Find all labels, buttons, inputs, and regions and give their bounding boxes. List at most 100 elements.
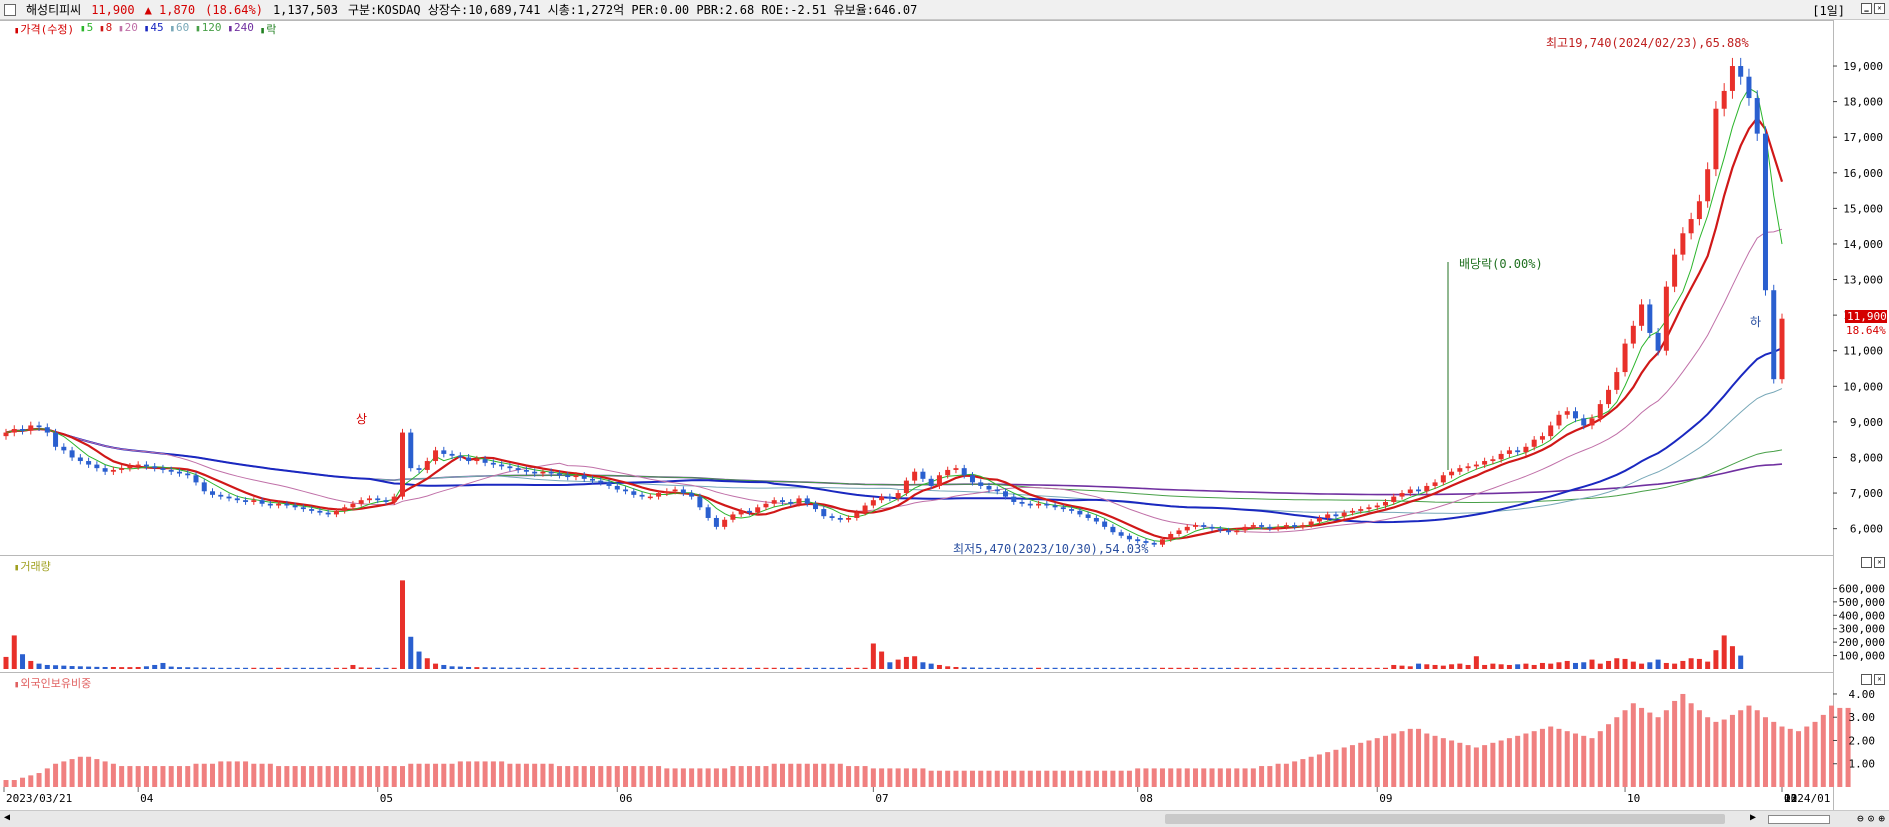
candle-body: [722, 519, 728, 527]
candle-body: [1118, 532, 1124, 536]
y-tick-label: 8,000: [1850, 451, 1883, 464]
volume-bar: [1292, 667, 1298, 669]
candle-body: [813, 503, 819, 510]
scroll-left-icon[interactable]: ◀: [4, 812, 11, 823]
scroll-thumb[interactable]: [1165, 814, 1725, 824]
foreign-bar: [482, 761, 488, 787]
window-checkbox[interactable]: [4, 3, 16, 16]
foreign-bar: [1845, 707, 1851, 787]
minimize-icon[interactable]: ▁: [1861, 3, 1872, 14]
legend-ex[interactable]: 락: [260, 21, 276, 37]
volume-bar: [1011, 667, 1017, 669]
candle-body: [366, 498, 372, 501]
candle-body: [614, 485, 620, 490]
volume-bar: [755, 667, 761, 669]
zoom-controls: ⊖ ⊙ ⊕: [1857, 812, 1885, 825]
candle-body: [1126, 535, 1132, 540]
volume-bar: [854, 667, 860, 669]
volume-bar: [606, 667, 612, 669]
foreign-bar: [300, 766, 306, 787]
candle-body: [936, 475, 942, 486]
candle-body: [1630, 325, 1636, 344]
period-button[interactable]: [1일]: [1812, 4, 1845, 18]
volume-bar: [697, 667, 703, 669]
foreign-bar: [1515, 735, 1521, 787]
volume-bar: [672, 667, 678, 669]
candle-body: [416, 468, 422, 470]
volume-bar: [722, 667, 728, 669]
foreign-bars: [3, 693, 1851, 787]
candle-body: [201, 482, 207, 492]
candle-body: [1688, 219, 1694, 234]
candle-body: [383, 500, 389, 502]
legend-ma5[interactable]: 5: [80, 21, 94, 37]
volume-bar: [350, 664, 356, 669]
foreign-bar: [292, 766, 298, 787]
foreign-bar: [1548, 726, 1554, 787]
candle-body: [350, 503, 356, 508]
legend-ma60[interactable]: 60: [170, 21, 189, 37]
volume-bar: [482, 667, 488, 669]
foreign-bar: [127, 766, 133, 787]
legend-ma45[interactable]: 45: [144, 21, 163, 37]
volume-bar: [1721, 635, 1727, 669]
foreign-bar: [317, 766, 323, 787]
moving-averages: [5, 87, 1784, 543]
legend-ma8[interactable]: 8: [99, 21, 113, 37]
zoom-in-icon[interactable]: ⊕: [1878, 812, 1885, 825]
maximize-icon[interactable]: [1861, 557, 1872, 568]
foreign-bar: [821, 763, 827, 787]
maximize-icon[interactable]: [1861, 674, 1872, 685]
legend-volume[interactable]: 거래량: [14, 558, 50, 574]
foreign-bar: [1581, 735, 1587, 787]
y-tick-label: 13,000: [1843, 274, 1883, 287]
zoom-slider[interactable]: [1768, 815, 1830, 824]
chart-scrollbar[interactable]: ◀ ▶ ⊖ ⊙ ⊕: [0, 810, 1889, 827]
volume-bar: [1325, 667, 1331, 669]
scroll-right-icon[interactable]: ▶: [1750, 812, 1757, 823]
candle-body: [218, 494, 224, 497]
candle-body: [639, 494, 645, 497]
foreign-bar: [350, 766, 356, 787]
volume-bar: [532, 667, 538, 669]
volume-bar: [994, 667, 1000, 669]
candle-body: [1539, 436, 1545, 440]
zoom-out-icon[interactable]: ⊖: [1857, 812, 1864, 825]
dividend-annotation: 배당락(0.00%): [1459, 257, 1543, 271]
foreign-bar: [1126, 770, 1132, 787]
volume-bar: [408, 636, 414, 669]
x-tick-label: 06: [619, 792, 632, 805]
foreign-bar: [193, 763, 199, 787]
volume-bar: [1102, 667, 1108, 669]
volume-bar: [441, 664, 447, 669]
foreign-bar: [986, 770, 992, 787]
close-icon[interactable]: ✕: [1874, 3, 1885, 14]
volume-bar: [1416, 663, 1422, 669]
candle-body: [1465, 466, 1471, 469]
stock-name[interactable]: 해성티피씨: [26, 3, 82, 17]
volume-bar: [358, 667, 364, 669]
candle-body: [1556, 414, 1562, 426]
candle-body: [1729, 66, 1735, 91]
volume-bar: [879, 651, 885, 669]
close-icon[interactable]: ✕: [1874, 557, 1885, 568]
close-icon[interactable]: ✕: [1874, 674, 1885, 685]
legend-ma240[interactable]: 240: [228, 21, 254, 37]
candle-body: [1292, 525, 1298, 527]
zoom-reset-icon[interactable]: ⊙: [1867, 812, 1875, 825]
volume-bar: [730, 667, 736, 669]
legend-foreign[interactable]: 외국인보유비중: [14, 675, 91, 691]
legend-price[interactable]: 가격(수정): [14, 21, 74, 37]
legend-ma20[interactable]: 20: [118, 21, 138, 37]
volume-bar: [424, 658, 430, 669]
candle-body: [920, 471, 926, 479]
foreign-bar: [119, 766, 125, 787]
y-tick-label: 11,000: [1843, 345, 1883, 358]
volume-bar: [1242, 667, 1248, 669]
candle-body: [1349, 510, 1355, 513]
candle-body: [763, 503, 769, 508]
foreign-bar: [358, 766, 364, 787]
volume-bar: [110, 666, 116, 669]
legend-ma120[interactable]: 120: [195, 21, 222, 37]
